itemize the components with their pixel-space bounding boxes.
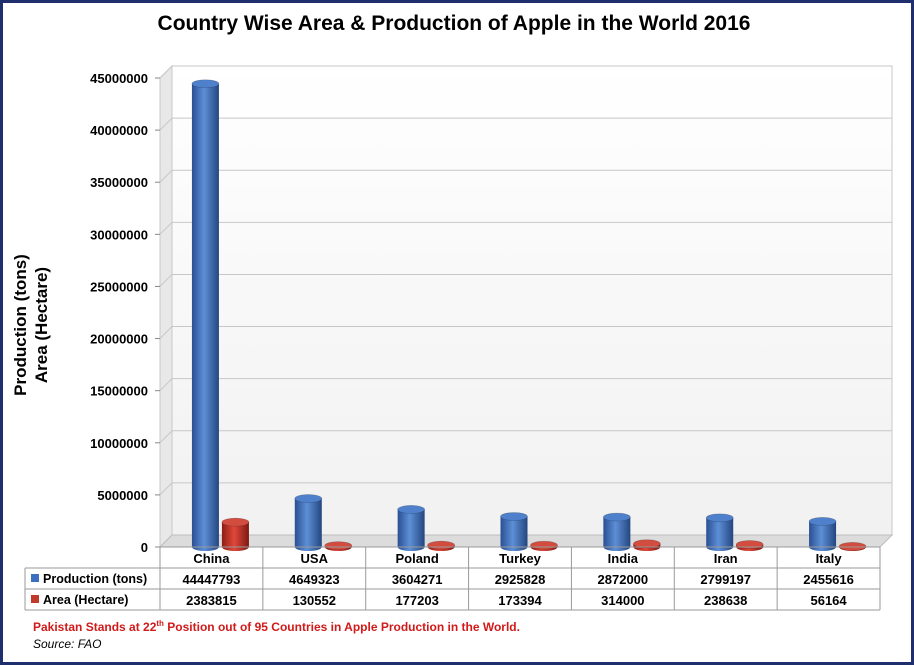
x-tick-label: Italy xyxy=(816,551,843,566)
data-label: 2799197 xyxy=(700,572,751,587)
gridline xyxy=(159,221,892,235)
footnote: Pakistan Stands at 22th Position out of … xyxy=(33,619,520,634)
bar-production-poland-top xyxy=(397,505,425,514)
y-tick-label: 25000000 xyxy=(90,279,148,294)
bar-area-china xyxy=(221,517,250,551)
bar-area-india-top xyxy=(633,539,661,549)
y-tick-label: 20000000 xyxy=(90,332,148,347)
bar-area-iran xyxy=(735,540,764,551)
bar-production-poland-body xyxy=(397,509,425,547)
bar-area-italy-top xyxy=(838,542,867,551)
y-tick-label: 10000000 xyxy=(90,436,148,451)
bar-production-china-body xyxy=(191,83,219,548)
footnote-suffix: Position out of 95 Countries in Apple Pr… xyxy=(163,620,520,634)
x-tick-label: Poland xyxy=(395,551,438,566)
legend-label: Area (Hectare) xyxy=(43,593,128,607)
bar-area-china-body xyxy=(221,522,249,547)
data-label: 173394 xyxy=(498,593,542,608)
data-label: 2455616 xyxy=(803,572,854,587)
bar-production-turkey-top xyxy=(500,512,528,521)
bar-area-china-top xyxy=(221,517,250,527)
bar-production-italy-top xyxy=(808,517,837,526)
legend-swatch xyxy=(31,595,39,603)
footnote-sup: th xyxy=(156,619,164,628)
bar-production-india-top xyxy=(603,512,631,522)
y-tick-label: 15000000 xyxy=(90,384,148,399)
legend-label: Production (tons) xyxy=(43,572,147,586)
bar-production-poland xyxy=(397,505,425,551)
side-wall xyxy=(159,64,173,549)
x-tick-label: China xyxy=(193,551,230,566)
bar-production-iran xyxy=(705,513,734,551)
legend-swatch xyxy=(31,574,39,582)
bar-production-usa-top xyxy=(294,494,323,503)
y-tick-label: 35000000 xyxy=(90,175,148,190)
footnote-prefix: Pakistan Stands at 22 xyxy=(33,620,157,634)
data-label: 314000 xyxy=(601,593,644,608)
bar-area-turkey xyxy=(530,540,558,551)
bar-production-iran-body xyxy=(706,517,734,547)
y-tick-label: 5000000 xyxy=(97,488,148,503)
back-wall xyxy=(171,65,893,536)
bar-production-india-body xyxy=(603,517,631,547)
bar-area-usa xyxy=(324,541,353,551)
bar-production-italy-body xyxy=(809,521,837,547)
gridline xyxy=(159,169,892,183)
data-label: 4649323 xyxy=(289,572,340,587)
data-label: 56164 xyxy=(810,593,847,608)
x-tick-label: USA xyxy=(301,551,329,566)
gridline xyxy=(159,326,892,339)
gridline xyxy=(159,65,892,79)
bar-production-china xyxy=(191,79,220,551)
bar-area-india xyxy=(633,539,661,551)
bar-production-usa xyxy=(294,494,323,551)
data-label: 177203 xyxy=(395,593,438,608)
data-label: 238638 xyxy=(704,593,747,608)
data-label: 2383815 xyxy=(186,593,237,608)
bar-production-turkey xyxy=(500,512,528,551)
gridline xyxy=(159,378,892,392)
source-label: Source: FAO xyxy=(33,637,102,651)
bar-area-usa-top xyxy=(324,541,353,550)
data-label: 44447793 xyxy=(183,572,241,587)
bar-area-poland-top xyxy=(427,540,455,550)
data-label: 130552 xyxy=(293,593,336,608)
x-tick-label: Turkey xyxy=(499,551,541,566)
y-tick-label: 45000000 xyxy=(90,71,148,86)
gridline xyxy=(159,482,892,496)
bar-production-india xyxy=(603,512,631,551)
gridline xyxy=(159,273,892,287)
gridline xyxy=(159,117,892,131)
bar-production-turkey-body xyxy=(500,516,528,547)
y-tick-label: 30000000 xyxy=(90,227,148,242)
chart-title: Country Wise Area & Production of Apple … xyxy=(157,12,751,35)
x-tick-label: Iran xyxy=(714,551,738,566)
gridline xyxy=(159,430,892,444)
y-tick-label: 0 xyxy=(141,540,148,555)
bar-area-poland xyxy=(427,540,455,551)
bar-production-iran-top xyxy=(705,513,734,523)
bar-production-italy xyxy=(808,517,837,551)
data-label: 2872000 xyxy=(598,572,649,587)
bar-production-china-top xyxy=(191,79,220,89)
y-tick-label: 40000000 xyxy=(90,123,148,138)
data-label: 3604271 xyxy=(392,572,443,587)
x-tick-label: India xyxy=(608,551,639,566)
bar-area-turkey-top xyxy=(530,540,558,550)
data-label: 2925828 xyxy=(495,572,546,587)
bar-production-usa-body xyxy=(294,498,322,547)
